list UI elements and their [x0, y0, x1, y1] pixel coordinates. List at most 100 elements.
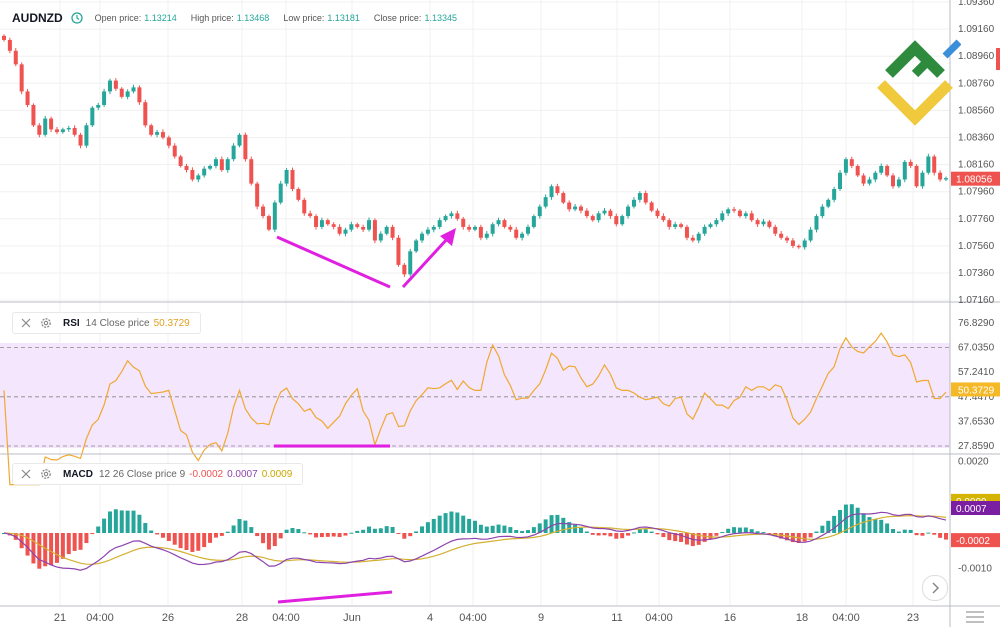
- candle-body: [284, 170, 289, 184]
- macd-series: [2, 504, 948, 571]
- macd-histogram-bar: [684, 533, 689, 545]
- candle-body: [578, 206, 583, 211]
- macd-histogram-bar: [620, 533, 625, 539]
- candle-body: [372, 220, 377, 241]
- close-icon[interactable]: [19, 467, 33, 481]
- candle-body: [891, 175, 896, 187]
- candle-body: [420, 233, 425, 241]
- macd-histogram-bar: [520, 530, 525, 533]
- macd-histogram-bar: [196, 533, 201, 551]
- macd-histogram-bar: [767, 533, 772, 534]
- macd-histogram-bar: [296, 529, 301, 533]
- price-tick-label: 1.08560: [958, 105, 995, 116]
- macd-histogram-bar: [502, 525, 507, 533]
- candle-body: [261, 206, 266, 217]
- price-marker: [996, 48, 1000, 70]
- candle-body: [408, 251, 413, 275]
- close-icon[interactable]: [19, 316, 33, 330]
- macd-histogram-bar: [408, 533, 413, 537]
- candle-body: [908, 161, 913, 166]
- open-label: Open price:: [94, 13, 142, 23]
- macd-histogram-bar: [72, 533, 77, 551]
- macd-histogram-bar: [626, 533, 631, 536]
- macd-histogram-bar: [932, 533, 937, 535]
- macd-histogram-bar: [390, 526, 395, 533]
- macd-histogram-bar: [908, 529, 913, 533]
- time-tick-label: 28: [236, 612, 248, 624]
- macd-histogram-bar: [437, 515, 442, 533]
- candle-body: [461, 218, 466, 227]
- candle-body: [255, 183, 260, 207]
- candle-body: [779, 233, 784, 238]
- macd-histogram-bar: [155, 533, 160, 535]
- candle-body: [378, 233, 383, 241]
- candle-body: [290, 170, 295, 189]
- time-tick-label: 04:00: [86, 612, 114, 624]
- time-axis[interactable]: 21 04:00 26 28 04:00 Jun 4 04:00 9 11 04:00 16 18 04:…: [54, 611, 984, 624]
- candle-body: [920, 172, 925, 187]
- candle-body: [96, 104, 101, 108]
- candle-body: [319, 220, 324, 227]
- macd-histogram-bar: [231, 525, 236, 533]
- gear-icon[interactable]: [39, 316, 53, 330]
- macd-histogram-bar: [584, 531, 589, 533]
- clock-icon[interactable]: [71, 12, 83, 24]
- rsi-value: 50.3729: [153, 317, 190, 329]
- candle-body: [60, 129, 65, 133]
- candle-body: [573, 206, 578, 210]
- time-tick-label: 04:00: [645, 612, 673, 624]
- candle-body: [308, 213, 313, 217]
- macd-histogram-bar: [749, 529, 754, 533]
- macd-histogram-bar: [384, 526, 389, 533]
- macd-histogram-bar: [190, 533, 195, 552]
- candle-body: [667, 220, 672, 227]
- symbol-header: AUDNZD Open price: 1.13214 High price: 1…: [12, 9, 471, 27]
- macd-histogram-bar: [25, 533, 30, 556]
- candle-body: [531, 216, 536, 227]
- time-tick-label: 26: [162, 612, 174, 624]
- rsi-legend: RSI 14 Close price 50.3729: [12, 312, 201, 334]
- macd-histogram-bar: [414, 531, 419, 533]
- macd-histogram-bar: [902, 529, 907, 533]
- candle-body: [838, 172, 843, 189]
- macd-histogram-bar: [537, 523, 542, 533]
- candle-body: [873, 172, 878, 180]
- macd-histogram-bar: [720, 532, 725, 534]
- candle-body: [414, 240, 419, 252]
- candle-body: [773, 226, 778, 234]
- gear-icon[interactable]: [39, 467, 53, 481]
- rsi-tick-label: 37.6530: [958, 416, 995, 427]
- macd-histogram-bar: [455, 512, 460, 533]
- macd-histogram-bar: [567, 522, 572, 533]
- candle-body: [567, 202, 572, 210]
- candle-body: [820, 206, 825, 217]
- macd-histogram-bar: [249, 527, 254, 533]
- macd-histogram-bar: [726, 528, 731, 533]
- close-label: Close price:: [373, 13, 422, 23]
- macd-params: 12 26 Close price 9: [99, 468, 186, 480]
- candle-body: [478, 226, 483, 238]
- macd-histogram-bar: [131, 510, 136, 533]
- macd-histogram-bar: [631, 532, 636, 534]
- candle-body: [314, 216, 319, 227]
- macd-histogram-bar: [679, 533, 684, 542]
- price-axis[interactable]: 1.09360 1.09160 1.08960 1.08760 1.08560 1.083…: [951, 0, 1000, 575]
- symbol-name[interactable]: AUDNZD: [12, 11, 63, 25]
- macd-histogram-bar: [425, 522, 430, 533]
- candle-body: [620, 216, 625, 225]
- macd-histogram-bar: [137, 514, 142, 533]
- scroll-to-latest-button[interactable]: [922, 575, 948, 601]
- macd-histogram-bar: [31, 533, 36, 564]
- macd-histogram-bar: [255, 533, 260, 537]
- candle-body: [143, 102, 148, 126]
- macd-histogram-bar: [896, 531, 901, 533]
- macd-histogram-bar: [802, 533, 807, 542]
- rsi-band: [0, 343, 950, 448]
- price-tick-label: 1.07360: [958, 268, 995, 279]
- macd-histogram-bar: [861, 513, 866, 533]
- macd-histogram-bar: [655, 533, 660, 535]
- time-tick-label: 16: [724, 612, 736, 624]
- macd-histogram-bar: [590, 533, 595, 535]
- macd-histogram-bar: [431, 518, 436, 533]
